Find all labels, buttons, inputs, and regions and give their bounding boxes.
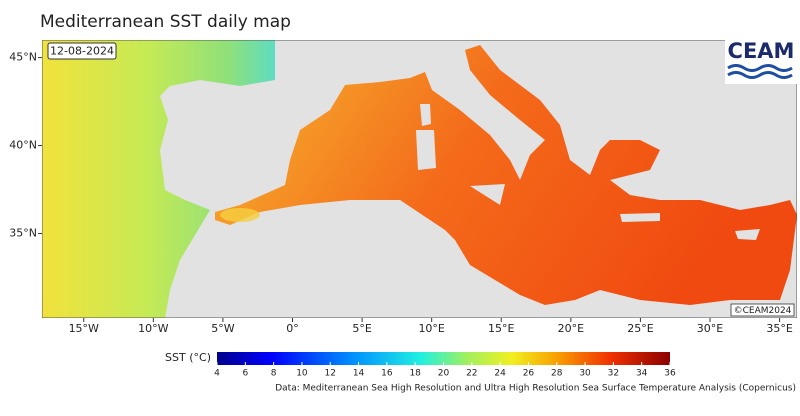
mediterranean-sea — [215, 45, 797, 305]
date-label: 12-08-2024 — [50, 45, 114, 58]
source: Data: Mediterranean Sea High Resolution … — [275, 384, 796, 394]
logo-waves — [727, 64, 793, 79]
colorbar-tick-label: 10 — [296, 369, 308, 379]
alboran-warm — [220, 208, 260, 222]
watermark: ©CEAM2024 — [734, 306, 792, 316]
colorbar-tick-label: 22 — [466, 369, 477, 379]
sardinia — [416, 130, 436, 170]
colorbar-tick-label: 30 — [579, 369, 591, 379]
x-tick-label: 15°E — [488, 322, 514, 335]
colorbar-tick-label: 12 — [325, 369, 336, 379]
colorbar-tick-label: 24 — [494, 369, 506, 379]
colorbar-label: SST (°C) — [165, 351, 211, 364]
colorbar-tick-label: 20 — [438, 369, 450, 379]
x-tick-label: 25°E — [627, 322, 653, 335]
date-box — [47, 42, 117, 60]
colorbar-tick-label: 36 — [664, 369, 676, 379]
cyprus — [735, 229, 760, 240]
logo: CEAM — [728, 39, 795, 63]
colorbar-tick-label: 32 — [608, 369, 619, 379]
y-tick-label: 40°N — [9, 139, 37, 152]
y-tick-label: 45°N — [9, 51, 37, 64]
axes: 15°W 10°W 5°W 0° 5°E 10°E 15°E 20°E 25°E 30°E 35°E… — [9, 51, 793, 335]
colorbar-tick-label: 8 — [271, 369, 277, 379]
colorbar-tick-label: 4 — [214, 369, 220, 379]
x-tick-label: 15°W — [69, 322, 99, 335]
colorbar-tick-label: 6 — [242, 369, 248, 379]
corsica — [420, 104, 431, 126]
x-tick-label: 10°W — [138, 322, 168, 335]
colorbar-tick-label: 14 — [353, 369, 365, 379]
colorbar-tick-label: 16 — [381, 369, 393, 379]
title: Mediterranean SST daily map — [40, 12, 291, 32]
colorbar-tick-label: 34 — [636, 369, 648, 379]
colorbar-ticks: 4 6 8 10 12 14 16 18 20 22 24 26 28 30 32 34 36 — [214, 362, 676, 379]
watermark-box — [730, 303, 795, 317]
atlantic-sea — [42, 40, 275, 318]
colorbar-tick-label: 28 — [551, 369, 563, 379]
x-tick-label: 30°E — [697, 322, 723, 335]
x-tick-label: 20°E — [558, 322, 584, 335]
sicily — [470, 184, 505, 205]
x-tick-label: 5°E — [352, 322, 371, 335]
x-tick-label: 35°E — [766, 322, 792, 335]
x-tick-label: 5°W — [211, 322, 234, 335]
y-tick-label: 35°N — [9, 227, 37, 240]
colorbar-tick-label: 26 — [523, 369, 535, 379]
x-tick-label: 10°E — [418, 322, 444, 335]
crete — [620, 213, 660, 222]
colorbar — [217, 352, 670, 365]
colorbar-tick-label: 18 — [409, 369, 421, 379]
map-area — [42, 40, 797, 318]
x-tick-label: 0° — [286, 322, 299, 335]
